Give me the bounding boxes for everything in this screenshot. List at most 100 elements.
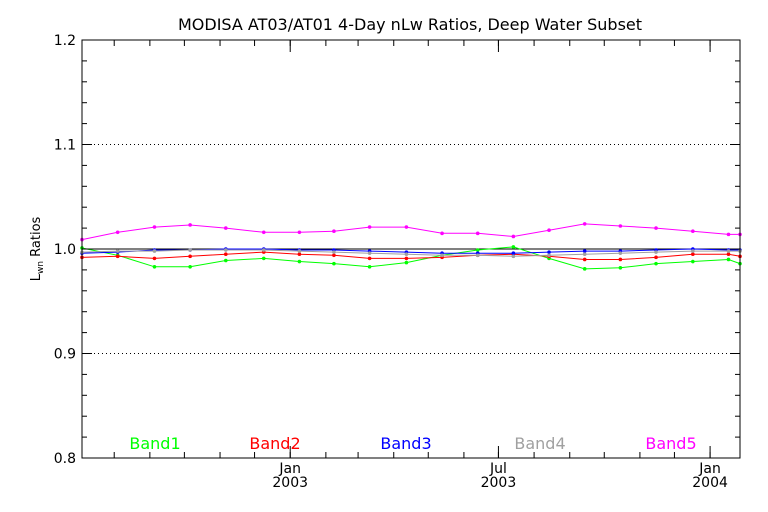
data-point-band1	[152, 264, 157, 269]
data-point-band4	[152, 249, 157, 253]
data-point-band1	[188, 264, 192, 269]
series-line-band4	[81, 249, 740, 257]
data-point-band2	[332, 253, 336, 258]
data-point-band5	[261, 230, 266, 235]
y-axis-label-main: L	[29, 273, 44, 281]
data-point-band4	[475, 253, 480, 258]
legend: Band1 Band2 Band3 Band4 Band5	[129, 434, 696, 453]
data-point-band4	[188, 248, 192, 252]
data-point-band2	[115, 254, 120, 259]
data-point-band5	[618, 224, 623, 228]
legend-band3: Band3	[380, 434, 431, 453]
data-point-band1	[404, 260, 409, 265]
data-point-band1	[261, 256, 266, 261]
data-point-band4	[297, 249, 302, 253]
data-point-band2	[726, 252, 731, 257]
data-point-band5	[475, 231, 480, 236]
data-point-band4	[404, 252, 409, 257]
x-tick-label-year: 2004	[692, 475, 728, 491]
chart-title: MODISA AT03/AT01 4-Day nLw Ratios, Deep …	[178, 15, 642, 34]
data-point-band1	[618, 266, 623, 270]
y-axis-label: Lwn Ratios	[29, 216, 46, 281]
data-point-band1	[297, 259, 302, 264]
data-point-band4	[654, 250, 658, 254]
data-point-band1	[367, 264, 372, 269]
data-point-band5	[332, 229, 336, 234]
data-point-band1	[691, 259, 695, 264]
data-point-band4	[115, 249, 120, 253]
data-point-band1	[332, 261, 336, 266]
y-tick-label: 1.1	[54, 138, 76, 154]
data-point-band5	[223, 226, 228, 230]
data-point-band2	[404, 256, 409, 261]
legend-band5: Band5	[645, 434, 696, 453]
series-line-band2	[81, 251, 741, 260]
data-point-band5	[582, 222, 587, 226]
y-tick-label: 0.8	[54, 451, 76, 467]
data-point-band4	[618, 251, 623, 255]
data-point-band1	[475, 248, 480, 252]
x-tick-label-month: Jan	[278, 461, 301, 477]
y-tick-label: 1.0	[54, 242, 76, 258]
data-point-band1	[582, 267, 587, 271]
data-point-band4	[726, 249, 731, 253]
y-axis: 0.8 0.9 1.0 1.1 1.2	[54, 33, 740, 467]
data-point-band5	[404, 225, 409, 229]
data-point-band4	[261, 248, 266, 252]
series-group	[80, 222, 742, 271]
series-line-band1	[81, 246, 741, 270]
y-tick-label: 1.2	[54, 33, 76, 49]
data-point-band5	[547, 228, 551, 232]
legend-band4: Band4	[514, 434, 565, 453]
data-point-band3	[582, 249, 587, 253]
series-band5	[80, 222, 742, 242]
data-point-band5	[152, 225, 157, 229]
data-point-band2	[367, 256, 372, 261]
x-tick-label-month: Jan	[698, 461, 721, 477]
y-axis-label-subscript: wn	[36, 261, 46, 274]
data-point-band5	[511, 234, 516, 239]
data-point-band4	[691, 249, 695, 253]
series-line-band5	[81, 223, 740, 241]
x-tick-label-year: 2003	[272, 475, 308, 491]
data-point-band1	[511, 245, 516, 249]
series-band4	[80, 248, 742, 259]
data-point-band4	[440, 253, 444, 258]
data-point-band2	[691, 252, 695, 257]
data-point-band5	[440, 231, 444, 236]
data-point-band4	[582, 252, 587, 257]
legend-band2: Band2	[249, 434, 300, 453]
x-tick-label-month: Jul	[489, 461, 507, 477]
data-point-band2	[223, 252, 228, 257]
data-point-band4	[332, 250, 336, 254]
data-point-band2	[582, 257, 587, 262]
data-point-band4	[547, 253, 551, 258]
series-band3	[80, 247, 742, 255]
y-axis-label-rest: Ratios	[29, 216, 44, 261]
data-point-band5	[726, 232, 731, 237]
legend-band1: Band1	[129, 434, 180, 453]
data-point-band4	[367, 251, 372, 255]
data-point-band3	[511, 251, 516, 255]
data-point-band4	[511, 254, 516, 259]
series-band1	[80, 245, 742, 271]
data-point-band4	[223, 248, 228, 252]
y-tick-label: 0.9	[54, 347, 76, 363]
data-point-band5	[115, 230, 120, 235]
data-point-band2	[654, 255, 658, 260]
data-point-band1	[654, 261, 658, 266]
data-point-band5	[367, 225, 372, 229]
data-point-band1	[223, 258, 228, 263]
data-point-band2	[297, 252, 302, 257]
data-point-band1	[726, 257, 731, 262]
data-point-band5	[691, 229, 695, 234]
data-point-band5	[654, 226, 658, 230]
data-point-band3	[547, 250, 551, 254]
data-point-band2	[618, 257, 623, 262]
data-point-band2	[152, 256, 157, 261]
data-point-band5	[188, 223, 192, 227]
x-tick-label-year: 2003	[481, 475, 517, 491]
data-point-band5	[297, 230, 302, 235]
